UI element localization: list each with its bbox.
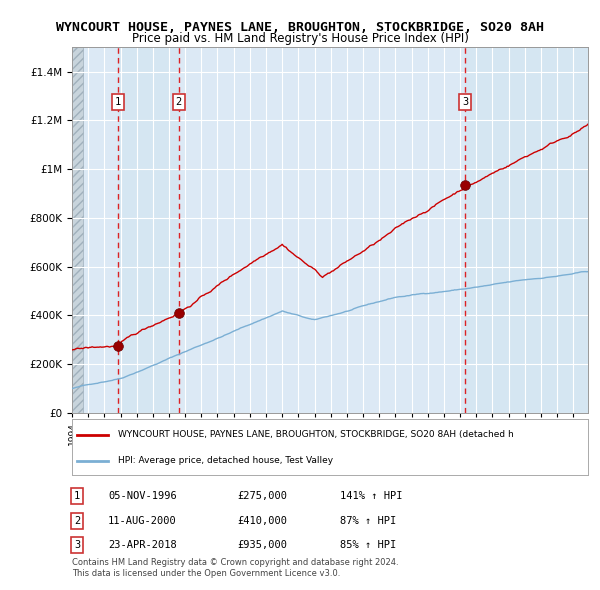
Text: Price paid vs. HM Land Registry's House Price Index (HPI): Price paid vs. HM Land Registry's House … xyxy=(131,32,469,45)
Text: 11-AUG-2000: 11-AUG-2000 xyxy=(108,516,177,526)
Text: HPI: Average price, detached house, Test Valley: HPI: Average price, detached house, Test… xyxy=(118,457,334,466)
Bar xyxy=(118,47,179,413)
Bar xyxy=(72,47,83,413)
Text: 2: 2 xyxy=(176,97,182,107)
Text: £275,000: £275,000 xyxy=(237,491,287,502)
Text: 23-APR-2018: 23-APR-2018 xyxy=(108,540,177,550)
Text: £935,000: £935,000 xyxy=(237,540,287,550)
Bar xyxy=(465,47,588,413)
Text: Contains HM Land Registry data © Crown copyright and database right 2024.: Contains HM Land Registry data © Crown c… xyxy=(72,558,398,566)
Text: 85% ↑ HPI: 85% ↑ HPI xyxy=(340,540,397,550)
Text: £410,000: £410,000 xyxy=(237,516,287,526)
Text: This data is licensed under the Open Government Licence v3.0.: This data is licensed under the Open Gov… xyxy=(72,569,340,578)
Text: 1: 1 xyxy=(74,491,80,502)
Text: 87% ↑ HPI: 87% ↑ HPI xyxy=(340,516,397,526)
Text: WYNCOURT HOUSE, PAYNES LANE, BROUGHTON, STOCKBRIDGE, SO20 8AH: WYNCOURT HOUSE, PAYNES LANE, BROUGHTON, … xyxy=(56,21,544,34)
Text: WYNCOURT HOUSE, PAYNES LANE, BROUGHTON, STOCKBRIDGE, SO20 8AH (detached h: WYNCOURT HOUSE, PAYNES LANE, BROUGHTON, … xyxy=(118,430,514,439)
Text: 3: 3 xyxy=(462,97,468,107)
Text: 1: 1 xyxy=(115,97,121,107)
Text: 141% ↑ HPI: 141% ↑ HPI xyxy=(340,491,403,502)
Text: 2: 2 xyxy=(74,516,80,526)
Text: 3: 3 xyxy=(74,540,80,550)
Text: 05-NOV-1996: 05-NOV-1996 xyxy=(108,491,177,502)
